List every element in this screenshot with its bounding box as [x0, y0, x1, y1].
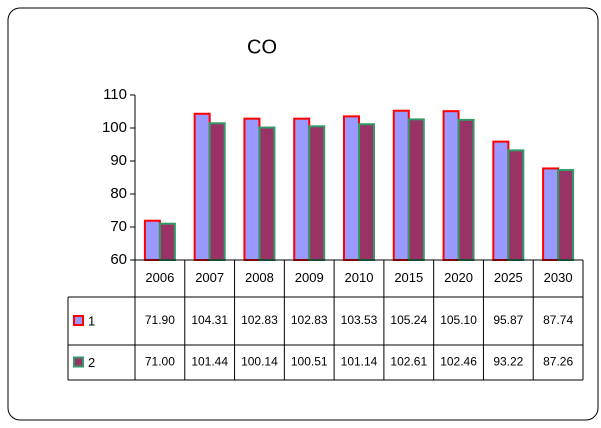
bar	[208, 122, 226, 261]
bar	[507, 149, 525, 261]
y-tick-label: 90	[110, 152, 127, 169]
table-value: 71.90	[145, 313, 175, 327]
x-tick-label: 2020	[444, 270, 473, 285]
table-value: 100.14	[241, 355, 278, 369]
bar	[492, 140, 510, 261]
bar	[158, 222, 176, 261]
x-tick-label: 2010	[345, 270, 374, 285]
table-value: 71.00	[145, 355, 175, 369]
legend-swatch	[73, 356, 84, 368]
legend-label: 2	[88, 355, 95, 370]
bar	[143, 219, 161, 261]
y-tick-label: 70	[110, 218, 127, 235]
y-tick-label: 80	[110, 185, 127, 202]
table-value: 93.22	[493, 355, 523, 369]
x-tick-label: 2025	[494, 270, 523, 285]
bar	[457, 118, 475, 261]
y-tick-label: 100	[102, 119, 127, 136]
legend-swatch	[73, 315, 84, 326]
legend-label: 1	[88, 313, 95, 328]
table-value: 105.10	[440, 313, 477, 327]
bar	[293, 117, 311, 262]
table-value: 95.87	[493, 313, 523, 327]
x-tick-label: 2007	[195, 270, 224, 285]
table-value: 102.61	[390, 355, 427, 369]
bar	[193, 112, 211, 262]
table-value: 102.83	[291, 313, 328, 327]
table-value: 87.74	[543, 313, 573, 327]
bar	[258, 126, 276, 262]
bar	[343, 115, 360, 261]
chart-title: CO	[247, 36, 277, 58]
table-value: 105.24	[390, 313, 427, 327]
bar	[542, 167, 560, 261]
y-tick-label: 60	[110, 251, 127, 268]
table-value: 102.83	[241, 313, 278, 327]
x-tick-label: 2008	[245, 270, 274, 285]
x-tick-label: 2030	[544, 270, 573, 285]
table-value: 104.31	[191, 313, 228, 327]
bar	[407, 118, 425, 262]
bar	[243, 117, 261, 262]
table-value: 103.53	[341, 313, 378, 327]
bar	[358, 123, 375, 261]
table-value: 87.26	[543, 355, 573, 369]
bar	[392, 109, 410, 262]
bar	[442, 110, 460, 261]
x-tick-label: 2006	[145, 270, 174, 285]
bar	[557, 169, 575, 262]
table-value: 101.44	[191, 355, 228, 369]
table-value: 102.46	[440, 355, 477, 369]
bar	[308, 125, 326, 261]
table-value: 101.14	[341, 355, 378, 369]
y-tick-label: 110	[103, 86, 127, 103]
x-tick-label: 2009	[295, 270, 324, 285]
table-value: 100.51	[291, 355, 328, 369]
x-tick-label: 2015	[394, 270, 423, 285]
